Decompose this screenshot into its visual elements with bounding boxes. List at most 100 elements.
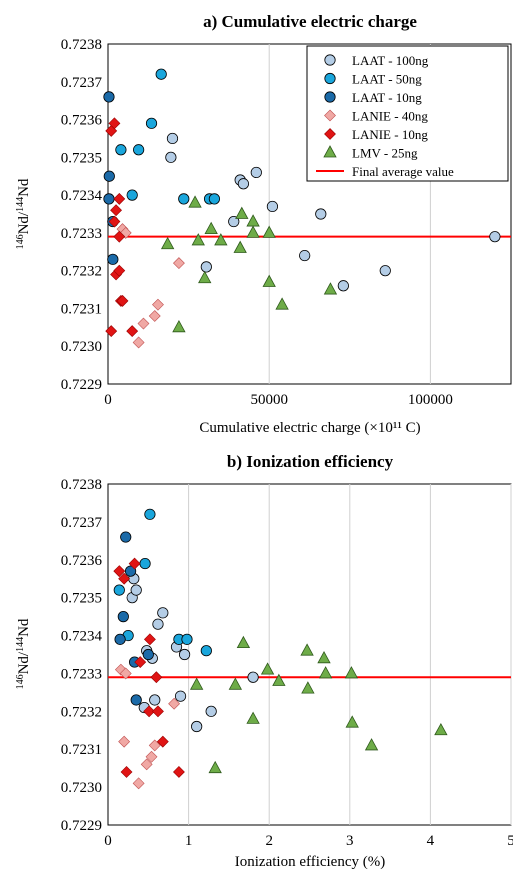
point-laat-50ng	[126, 189, 138, 201]
point-laat-100ng	[149, 694, 161, 706]
point-lanie-10ng	[173, 766, 185, 778]
panel-a: a) Cumulative electric charge 0.7229 0.72…	[15, 12, 512, 436]
point-laat-50ng	[178, 193, 190, 205]
point-lmv-25ng	[191, 233, 205, 246]
point-laat-10ng	[114, 633, 126, 645]
point-lanie-10ng	[143, 633, 156, 646]
point-laat-100ng	[152, 618, 164, 630]
point-laat-10ng	[103, 91, 115, 103]
point-laat-10ng	[117, 611, 129, 623]
point-lanie-40ng	[152, 298, 164, 311]
y-tick-label: 0.7236	[61, 113, 103, 129]
point-laat-100ng	[130, 584, 142, 596]
point-laat-50ng	[181, 633, 193, 645]
point-lmv-25ng	[260, 662, 275, 675]
point-laat-100ng	[191, 720, 203, 733]
chart-title-a: a) Cumulative electric charge	[203, 12, 417, 31]
x-tick-label: 3	[346, 833, 354, 849]
y-axis-label-b: 146Nd/144Nd	[15, 618, 32, 689]
y-tick-labels-b: 0.7229 0.7230 0.7231 0.7232 0.7233 0.7234 0.72…	[61, 477, 103, 834]
point-laat-100ng	[237, 178, 250, 190]
y-tick-label: 0.7229	[61, 377, 102, 393]
y-tick-label: 0.7234	[61, 188, 103, 204]
point-laat-100ng	[228, 215, 240, 228]
point-laat-10ng	[107, 253, 119, 265]
x-axis-label-b: Ionization efficiency (%)	[235, 854, 385, 870]
point-laat-50ng	[144, 508, 156, 520]
gridlines-b	[188, 484, 512, 825]
point-laat-100ng	[250, 166, 262, 179]
point-lmv-25ng	[246, 225, 260, 238]
point-lmv-25ng	[300, 643, 314, 656]
point-lmv-25ng	[172, 319, 186, 333]
point-lanie-10ng	[150, 671, 163, 684]
point-lmv-25ng	[204, 221, 218, 235]
legend-label: LANIE - 40ng	[352, 109, 428, 124]
point-lanie-10ng	[156, 735, 169, 748]
point-laat-50ng	[133, 144, 145, 156]
point-lanie-10ng	[120, 766, 133, 778]
point-lanie-40ng	[173, 257, 185, 270]
point-lmv-25ng	[188, 195, 202, 208]
y-tick-label: 0.7231	[61, 301, 102, 317]
point-lanie-10ng	[143, 705, 156, 718]
point-lanie-40ng	[140, 758, 153, 771]
point-laat-10ng	[120, 531, 132, 543]
point-lanie-40ng	[137, 317, 150, 330]
point-laat-100ng	[337, 280, 349, 292]
point-lmv-25ng	[318, 666, 333, 679]
point-lanie-10ng	[134, 656, 147, 669]
point-laat-10ng	[103, 170, 115, 182]
y-axis-label-a: 146Nd/144Nd	[15, 178, 32, 249]
y-label-end-b: Nd	[16, 618, 32, 637]
x-tick-label: 0	[104, 392, 112, 408]
point-laat-50ng	[200, 645, 212, 657]
point-lmv-25ng	[233, 240, 247, 253]
point-lanie-10ng	[113, 565, 126, 578]
x-tick-label: 5	[507, 833, 513, 849]
point-laat-100ng	[174, 690, 187, 702]
y-tick-label: 0.7230	[61, 780, 102, 796]
point-lanie-10ng	[113, 264, 126, 277]
legend-box	[306, 45, 509, 182]
point-laat-10ng	[124, 565, 137, 577]
x-tick-labels-b: 0 1 2 3 4 5	[104, 833, 513, 849]
point-laat-10ng	[103, 193, 115, 205]
point-lanie-40ng	[132, 336, 145, 349]
point-lmv-25ng	[323, 282, 338, 295]
y-label-mid-a: Nd/	[16, 211, 32, 234]
point-lanie-10ng	[113, 230, 126, 243]
point-lmv-25ng	[275, 297, 289, 310]
legend: LAAT - 100ng LAAT - 50ng LAAT - 10ng LANIE …	[306, 45, 509, 182]
legend-marker-laat-100ng	[324, 54, 336, 66]
legend-marker-laat-10ng	[324, 91, 336, 103]
y-tick-label: 0.7238	[61, 477, 102, 493]
x-tick-label: 1	[185, 833, 193, 849]
point-laat-50ng	[113, 584, 125, 596]
y-tick-label: 0.7232	[61, 704, 102, 720]
point-lmv-25ng	[301, 681, 315, 694]
point-lanie-40ng	[148, 739, 161, 752]
x-tick-label: 100000	[408, 392, 453, 408]
legend-marker-lmv-25ng	[323, 145, 337, 158]
point-laat-100ng	[379, 265, 391, 277]
point-lmv-25ng	[236, 635, 251, 649]
legend-label: LAAT - 10ng	[352, 90, 422, 105]
panel-b: b) Ionization efficiency 0.72290.72300.7…	[15, 452, 513, 870]
y-label-sup1-a: 146	[15, 234, 26, 249]
x-axis-label-a: Cumulative electric charge (×10¹¹ C)	[199, 420, 420, 436]
y-tick-label: 0.7238	[61, 37, 102, 53]
point-lmv-25ng	[262, 225, 276, 238]
point-laat-100ng	[165, 151, 177, 163]
point-laat-100ng	[247, 671, 259, 683]
point-lanie-10ng	[108, 215, 121, 228]
point-lmv-25ng	[214, 233, 228, 246]
point-lanie-40ng	[119, 667, 132, 680]
point-laat-100ng	[315, 208, 327, 220]
point-lanie-10ng	[128, 557, 141, 570]
point-laat-50ng	[115, 144, 127, 156]
data-points-b	[113, 508, 448, 790]
point-laat-10ng	[142, 648, 154, 661]
x-tick-label: 2	[265, 833, 273, 849]
